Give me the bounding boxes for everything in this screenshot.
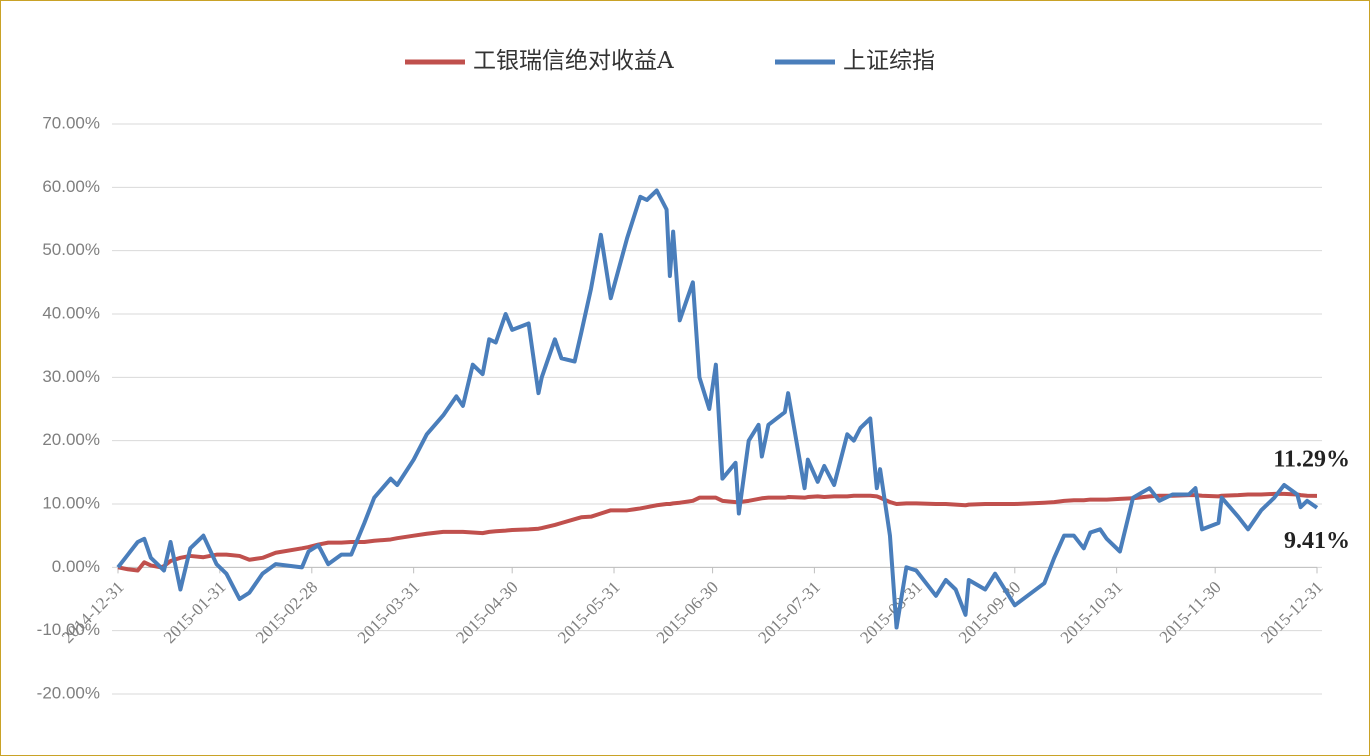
y-tick-label: 70.00% [42,113,100,132]
y-tick-label: 0.00% [52,557,100,576]
y-tick-label: 20.00% [42,430,100,449]
legend-label: 工银瑞信绝对收益A [473,48,674,74]
y-tick-label: -10.00% [37,620,100,639]
y-tick-label: 30.00% [42,367,100,386]
y-tick-label: 10.00% [42,493,100,512]
y-tick-label: -20.00% [37,683,100,702]
series-line [116,188,1319,630]
y-tick-label: 50.00% [42,240,100,259]
legend-label: 上证综指 [843,48,935,74]
annotation: 9.41% [1284,528,1350,554]
y-tick-label: 40.00% [42,303,100,322]
annotation: 11.29% [1273,446,1350,472]
series-line [117,491,1318,573]
y-tick-label: 60.00% [42,177,100,196]
